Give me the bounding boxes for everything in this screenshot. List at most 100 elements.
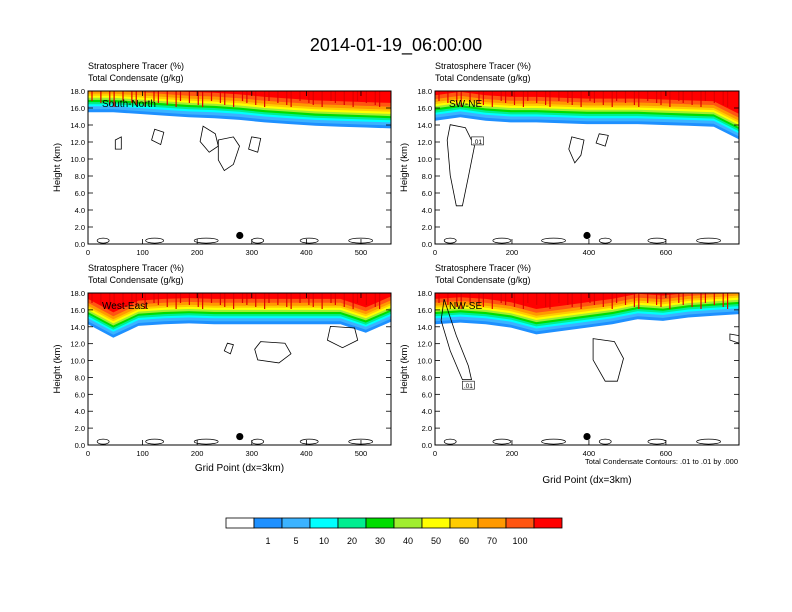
colorbar-swatch	[421, 517, 451, 529]
chart-panel-2: Stratosphere Tracer (%) Total Condensate …	[399, 61, 740, 257]
y-tick-label: 6.0	[422, 390, 432, 399]
x-tick-label: 100	[136, 248, 149, 257]
y-axis-label: Height (km)	[399, 143, 410, 192]
y-tick-label: 8.0	[422, 373, 432, 382]
condensate-contour	[193, 237, 219, 244]
x-tick-label: 400	[300, 248, 313, 257]
condensate-contour	[199, 125, 219, 153]
tracer-band-11	[88, 91, 391, 103]
panel-label: South-North	[102, 99, 156, 110]
condensate-contour	[254, 341, 292, 364]
y-tick-label: 10.0	[417, 357, 432, 366]
panel-label: West-East	[102, 301, 148, 312]
condensate-contour	[151, 128, 165, 146]
x-tick-label: 300	[246, 449, 259, 458]
x-tick-label: 400	[300, 449, 313, 458]
y-axis-label: Height (km)	[52, 344, 63, 393]
y-tick-label: 8.0	[422, 172, 432, 181]
colorbar-swatch	[309, 517, 339, 529]
condensate-contour	[251, 237, 265, 244]
x-tick-label: 300	[246, 248, 259, 257]
y-tick-label: 16.0	[417, 104, 432, 113]
x-tick-label: 200	[506, 449, 519, 458]
y-tick-label: 16.0	[417, 306, 432, 315]
location-dot	[236, 231, 244, 240]
colorbar-label: 70	[487, 536, 497, 546]
footnote: Total Condensate Contours: .01 to .01 by…	[585, 457, 738, 466]
colorbar-swatch	[477, 517, 507, 529]
plot-area	[88, 293, 391, 445]
panels: Stratosphere Tracer (%) Total Condensate …	[52, 61, 740, 486]
condensate-contour	[443, 237, 457, 244]
plot-frame	[434, 292, 740, 446]
y-tick-label: 14.0	[417, 323, 432, 332]
tracer-band-11	[435, 91, 739, 114]
panel-header-line1: Stratosphere Tracer (%)	[88, 263, 184, 273]
colorbar-label: 20	[347, 536, 357, 546]
y-tick-label: 0.0	[75, 441, 85, 450]
y-tick-label: 0.0	[75, 240, 85, 249]
y-tick-label: 18.0	[70, 87, 85, 96]
y-tick-label: 6.0	[75, 189, 85, 198]
x-tick-label: 200	[506, 248, 519, 257]
condensate-contour	[114, 136, 122, 150]
x-tick-label: 200	[191, 248, 204, 257]
y-tick-label: 12.0	[70, 340, 85, 349]
y-tick-label: 2.0	[75, 223, 85, 232]
condensate-contour	[96, 237, 110, 244]
condensate-contour	[541, 237, 566, 244]
y-tick-label: 4.0	[75, 206, 85, 215]
tracer-band-11	[88, 293, 391, 313]
colorbar-label: 10	[319, 536, 329, 546]
contour-label: .01	[473, 139, 482, 146]
y-tick-label: 8.0	[75, 172, 85, 181]
chart-panel-1: Stratosphere Tracer (%) Total Condensate …	[52, 61, 392, 257]
condensate-contour	[595, 133, 609, 147]
colorbar-swatch	[505, 517, 535, 529]
y-tick-label: 6.0	[422, 189, 432, 198]
y-tick-label: 16.0	[70, 306, 85, 315]
colorbar-label: 50	[431, 536, 441, 546]
condensate-contour	[647, 438, 667, 445]
y-tick-label: 12.0	[417, 340, 432, 349]
y-tick-label: 2.0	[422, 223, 432, 232]
y-tick-label: 14.0	[70, 121, 85, 130]
x-axis-label: Grid Point (dx=3km)	[195, 463, 284, 474]
y-tick-label: 18.0	[417, 289, 432, 298]
y-tick-label: 2.0	[422, 424, 432, 433]
y-axis-label: Height (km)	[399, 344, 410, 393]
colorbar-label: 30	[375, 536, 385, 546]
y-tick-label: 14.0	[70, 323, 85, 332]
x-axis-label: Grid Point (dx=3km)	[542, 475, 631, 486]
condensate-contour	[145, 438, 165, 445]
contour-label: .01	[464, 383, 473, 390]
panel-header-line1: Stratosphere Tracer (%)	[88, 61, 184, 71]
panel-label: SW-NE	[449, 99, 482, 110]
condensate-contour	[598, 237, 612, 244]
plot-frame	[87, 292, 392, 446]
condensate-contour	[492, 237, 512, 244]
plot-area: .01	[435, 293, 739, 445]
x-tick-label: 600	[660, 449, 673, 458]
x-tick-label: 200	[191, 449, 204, 458]
y-tick-label: 18.0	[70, 289, 85, 298]
colorbar-swatch	[253, 517, 283, 529]
x-tick-label: 400	[583, 248, 596, 257]
tracer-band-11	[435, 293, 739, 309]
condensate-contour	[299, 438, 319, 445]
colorbar-swatch	[449, 517, 479, 529]
colorbar-swatch	[337, 517, 367, 529]
x-tick-label: 500	[355, 449, 368, 458]
condensate-contour	[217, 136, 240, 172]
y-tick-label: 10.0	[70, 155, 85, 164]
chart-panel-3: Stratosphere Tracer (%) Total Condensate …	[52, 263, 392, 474]
condensate-contour	[299, 237, 319, 244]
condensate-contour	[598, 438, 612, 445]
condensate-contour	[696, 438, 721, 445]
y-tick-label: 12.0	[70, 138, 85, 147]
x-tick-label: 400	[583, 449, 596, 458]
y-tick-label: 4.0	[75, 407, 85, 416]
colorbar-label: 1	[265, 536, 270, 546]
colorbar-label: 60	[459, 536, 469, 546]
condensate-contour	[492, 438, 512, 445]
